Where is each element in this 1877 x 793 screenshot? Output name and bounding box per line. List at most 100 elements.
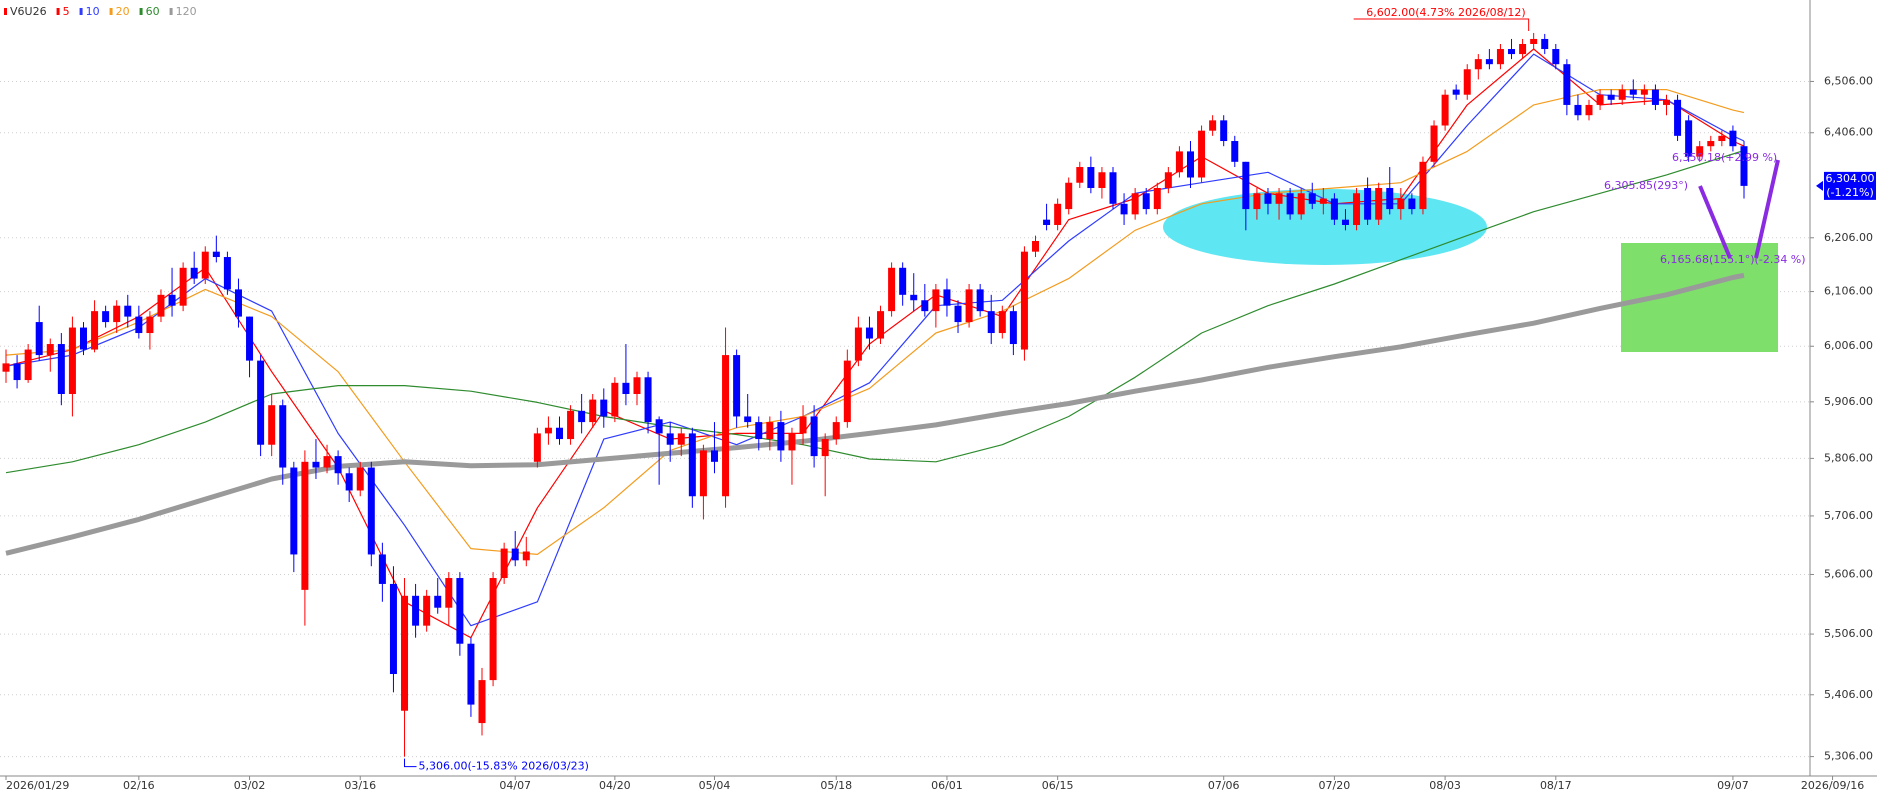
candle-body	[57, 344, 65, 395]
candle-body	[146, 316, 154, 334]
candle-body	[611, 382, 619, 417]
candle-body	[1330, 198, 1338, 220]
candle-body	[932, 289, 940, 312]
y-tick-label: 5,706.00	[1824, 509, 1873, 522]
candle-body	[733, 355, 741, 417]
candle-body	[1353, 193, 1361, 225]
candle-body	[135, 316, 143, 334]
max-label: 6,602.00(4.73% 2026/08/12)	[1366, 6, 1525, 19]
candle-body	[1120, 203, 1128, 215]
candle-body	[378, 554, 386, 584]
candle-body	[312, 461, 320, 468]
candle-body	[24, 349, 32, 381]
candle-body	[1430, 125, 1438, 162]
x-tick-label: 08/03	[1429, 779, 1461, 792]
candle-body	[766, 422, 774, 440]
candle-body	[323, 456, 331, 468]
trend-line	[1754, 159, 1780, 259]
candle-body	[710, 450, 718, 462]
candle-body	[1740, 146, 1748, 186]
candle-body	[1341, 219, 1349, 225]
candle-body	[401, 595, 409, 711]
candle-body	[1275, 193, 1283, 204]
candle-body	[157, 294, 165, 317]
candle-body	[223, 257, 231, 290]
legend-swatch	[139, 8, 143, 15]
candle-body	[1718, 135, 1726, 142]
candle-body	[1541, 38, 1549, 50]
candle-body	[190, 267, 198, 279]
candle-body	[1164, 172, 1172, 188]
candle-body	[1674, 99, 1682, 136]
candle-body	[1574, 104, 1582, 116]
candle-body	[456, 578, 464, 644]
candle-body	[744, 416, 752, 423]
legend: V6U26 5 10 20 60 120	[4, 5, 197, 18]
candle-body	[1065, 182, 1073, 210]
candle-body	[578, 410, 586, 423]
candle-body	[1508, 49, 1516, 55]
candle-body	[954, 305, 962, 323]
candle-body	[1198, 130, 1206, 178]
candle-body	[1364, 187, 1372, 220]
drawing-label: 6,305.85(293°)	[1604, 179, 1688, 192]
candle-body	[279, 405, 287, 468]
candle-body	[1519, 43, 1527, 55]
candle-body	[799, 416, 807, 434]
y-tick-label: 6,106.00	[1824, 285, 1873, 298]
candle-body	[301, 461, 309, 590]
candle-body	[1530, 38, 1538, 44]
candle-body	[1220, 120, 1228, 142]
candle-body	[1563, 64, 1571, 105]
candle-body	[921, 300, 929, 312]
candle-body	[1319, 198, 1327, 204]
candle-body	[1640, 89, 1648, 95]
x-tick-label: 06/01	[931, 779, 963, 792]
candle-body	[1131, 193, 1139, 215]
candle-body	[1286, 193, 1294, 215]
candle-body	[268, 405, 276, 445]
y-tick-label: 5,806.00	[1824, 451, 1873, 464]
candle-body	[201, 251, 209, 279]
x-tick-label: 2026/09/16	[1801, 779, 1864, 792]
candle-body	[755, 422, 763, 440]
candle-body	[1087, 167, 1095, 188]
candle-body	[389, 583, 397, 675]
candle-body	[168, 294, 176, 306]
legend-swatch	[79, 8, 83, 15]
candle-body	[865, 327, 873, 339]
candle-body	[1629, 89, 1637, 95]
legend-title: V6U26	[10, 5, 47, 18]
candle-body	[412, 595, 420, 626]
legend-label: 5	[63, 5, 70, 18]
x-tick-label: 02/16	[123, 779, 155, 792]
candle-body	[1663, 99, 1670, 105]
candle-body	[722, 355, 730, 497]
candle-body	[423, 595, 431, 626]
candle-body	[79, 327, 87, 350]
candle-body	[1264, 193, 1272, 204]
candle-body	[1297, 193, 1305, 215]
y-tick-label: 5,606.00	[1824, 567, 1873, 580]
candle-body	[1496, 49, 1504, 65]
candle-body	[987, 311, 995, 334]
candle-body	[445, 578, 453, 608]
candle-body	[1685, 120, 1693, 157]
legend-label: 10	[86, 5, 100, 18]
candle-body	[1054, 203, 1062, 225]
candle-layer	[2, 32, 1748, 757]
candle-body	[1186, 151, 1194, 178]
candle-body	[1596, 94, 1604, 105]
candle-body	[46, 344, 54, 356]
candle-body	[500, 548, 508, 579]
candle-body	[688, 433, 696, 497]
candle-body	[533, 433, 541, 462]
candle-body	[1009, 311, 1017, 345]
candle-body	[1696, 146, 1704, 157]
x-tick-label: 03/16	[344, 779, 376, 792]
candle-body	[888, 267, 896, 312]
drawing-label: 6,165.68(155.1°)(-2.34 %)	[1660, 253, 1806, 266]
last-change: (-1.21%)	[1826, 186, 1874, 199]
